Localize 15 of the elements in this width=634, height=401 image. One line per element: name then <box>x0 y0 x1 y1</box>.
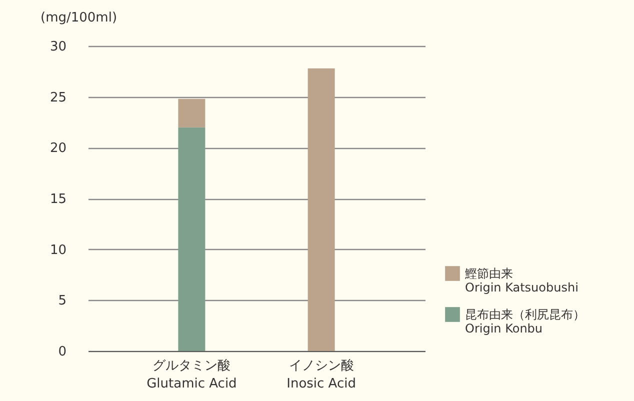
y-tick-label: 30 <box>50 40 66 54</box>
y-axis-title: (mg/100ml) <box>40 10 118 26</box>
y-tick-label: 0 <box>58 344 66 360</box>
x-tick-label: グルタミン酸 Glutamic Acid <box>146 358 237 392</box>
legend-label: 昆布由来（利尻昆布） Origin Konbu <box>465 308 585 336</box>
y-tick-label: 25 <box>50 90 66 106</box>
bar <box>178 98 206 128</box>
bar <box>308 68 335 351</box>
y-tick-label: 5 <box>58 294 66 309</box>
y-tick-label: 15 <box>50 192 66 207</box>
y-tick-label: 20 <box>50 141 66 156</box>
x-tick-label: イノシン酸 Inosic Acid <box>286 358 356 392</box>
y-tick-label: 10 <box>50 242 66 258</box>
legend-label: 鰹節由来 Origin Katsuobushi <box>465 266 578 294</box>
bar <box>178 127 206 351</box>
